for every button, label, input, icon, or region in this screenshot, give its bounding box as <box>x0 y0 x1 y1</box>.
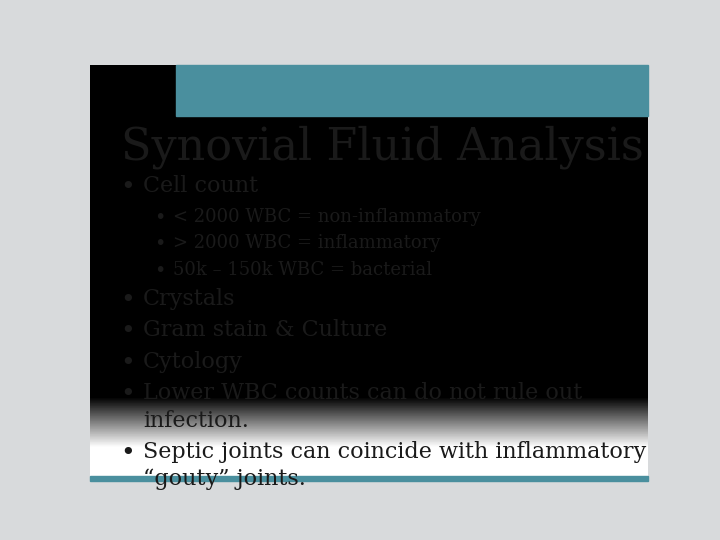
Text: •: • <box>154 208 166 227</box>
Text: > 2000 WBC = inflammatory: > 2000 WBC = inflammatory <box>173 234 440 252</box>
Text: Synovial Fluid Analysis: Synovial Fluid Analysis <box>121 125 644 169</box>
Text: •: • <box>121 441 135 465</box>
Text: Cell count: Cell count <box>143 175 258 197</box>
Text: Lower WBC counts can do not rule out
infection.: Lower WBC counts can do not rule out inf… <box>143 382 582 431</box>
Text: •: • <box>121 288 135 312</box>
Text: Gram stain & Culture: Gram stain & Culture <box>143 319 387 341</box>
Text: Septic joints can coincide with inflammatory
“gouty” joints.: Septic joints can coincide with inflamma… <box>143 441 647 490</box>
Bar <box>90 476 648 481</box>
Text: Crystals: Crystals <box>143 288 235 309</box>
Bar <box>176 65 648 116</box>
Text: 50k – 150k WBC = bacterial: 50k – 150k WBC = bacterial <box>173 261 432 279</box>
Text: Cytology: Cytology <box>143 351 243 373</box>
Text: •: • <box>121 319 135 343</box>
Text: < 2000 WBC = non-inflammatory: < 2000 WBC = non-inflammatory <box>173 208 480 226</box>
Text: •: • <box>154 261 166 280</box>
Text: •: • <box>121 351 135 375</box>
Text: •: • <box>121 175 135 199</box>
Text: •: • <box>154 234 166 253</box>
Text: •: • <box>121 382 135 407</box>
